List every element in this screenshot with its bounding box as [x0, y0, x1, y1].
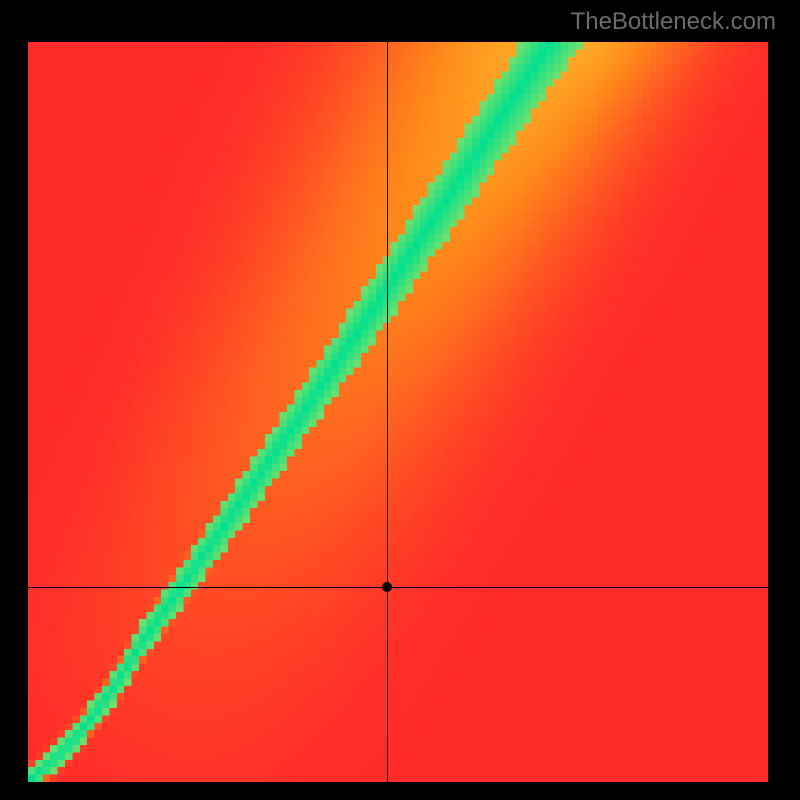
- crosshair-horizontal: [28, 587, 768, 588]
- watermark-text: TheBottleneck.com: [571, 8, 776, 36]
- heatmap-plot: [28, 42, 768, 782]
- crosshair-marker: [382, 582, 392, 592]
- chart-container: TheBottleneck.com: [0, 0, 800, 800]
- crosshair-vertical: [387, 42, 388, 782]
- heatmap-canvas: [28, 42, 768, 782]
